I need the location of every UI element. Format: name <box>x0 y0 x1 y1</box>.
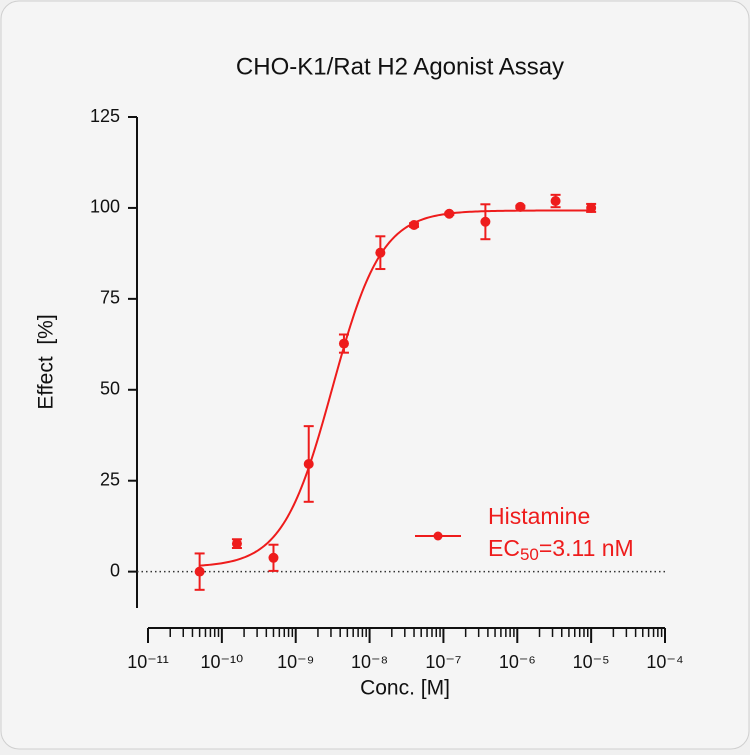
x-tick-label: 10⁻⁷ <box>425 652 461 672</box>
y-axis-label: Effect [%] <box>35 314 58 409</box>
data-point <box>480 216 491 227</box>
ec50-prefix: EC <box>488 535 520 561</box>
legend-marker <box>433 531 443 541</box>
data-point <box>515 201 526 212</box>
chart-title: CHO-K1/Rat H2 Agonist Assay <box>236 53 564 80</box>
data-point <box>444 208 455 219</box>
y-tick-label: 75 <box>100 288 120 308</box>
data-point <box>375 247 386 258</box>
ec50-annotation: EC50=3.11 nM <box>488 535 634 564</box>
y-tick-label: 25 <box>100 469 120 489</box>
x-tick-label: 10⁻¹⁰ <box>200 652 243 672</box>
data-point <box>338 338 349 349</box>
ec50-suffix: =3.11 nM <box>539 535 634 561</box>
data-point <box>303 458 314 469</box>
data-point <box>268 552 279 563</box>
data-point <box>586 202 597 213</box>
x-tick-label: 10⁻⁴ <box>646 652 683 672</box>
x-tick-label: 10⁻¹¹ <box>127 652 169 672</box>
fit-curve <box>199 209 592 567</box>
legend-label: Histamine <box>488 503 590 529</box>
ec50-subscript: 50 <box>520 545 539 564</box>
y-tick-label: 0 <box>110 560 120 580</box>
data-point <box>194 566 205 577</box>
x-tick-label: 10⁻⁹ <box>277 652 314 672</box>
x-axis-label: Conc. [M] <box>360 677 450 700</box>
x-tick-label: 10⁻⁵ <box>573 652 610 672</box>
data-point <box>409 220 420 231</box>
y-tick-label: 100 <box>90 197 120 217</box>
y-tick-label: 50 <box>100 379 120 399</box>
data-point <box>231 538 242 549</box>
y-tick-label: 125 <box>90 106 120 126</box>
x-tick-label: 10⁻⁶ <box>499 652 536 672</box>
data-point <box>550 196 561 207</box>
x-tick-label: 10⁻⁸ <box>351 652 388 672</box>
